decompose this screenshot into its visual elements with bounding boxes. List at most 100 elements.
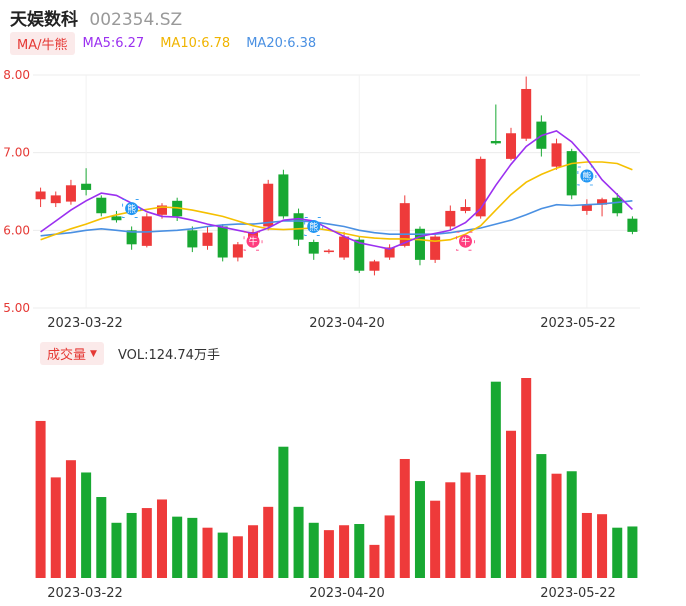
y-tick-label: 7.00 — [3, 146, 30, 160]
volume-bar — [627, 526, 638, 578]
candle-body — [414, 228, 425, 260]
price-date-axis: 2023-03-22 2023-04-20 2023-05-22 — [47, 316, 616, 331]
ma5-label: MA5:6.27 — [82, 36, 145, 51]
candle-body — [627, 218, 638, 232]
volume-bar — [399, 458, 410, 578]
volume-bar — [369, 544, 380, 578]
candle-body — [111, 216, 122, 221]
marker-frame — [122, 199, 142, 218]
ma-legend: MA/牛熊 MA5:6.27 MA10:6.78 MA20:6.38 — [10, 32, 332, 55]
marker-label: 牛 — [249, 236, 258, 248]
volume-bar — [50, 477, 61, 578]
volume-bar — [172, 516, 183, 578]
volume-bar — [536, 454, 547, 578]
bear-marker: 熊 — [577, 166, 597, 186]
volume-bars — [35, 378, 638, 578]
candle-body — [612, 197, 623, 214]
volume-bar — [521, 378, 532, 578]
volume-legend: 成交量 ▼ VOL:124.74万手 — [40, 342, 220, 365]
y-tick-label: 8.00 — [3, 68, 30, 82]
moving-average-lines — [40, 130, 633, 250]
volume-bar — [490, 381, 501, 578]
stock-header: 天娱数科 002354.SZ — [10, 5, 182, 30]
candle-body — [369, 261, 380, 271]
volume-bar — [111, 522, 122, 578]
volume-bar — [202, 527, 213, 578]
marker-label: 熊 — [309, 221, 318, 233]
marker-label: 牛 — [461, 236, 470, 248]
candle-body — [460, 207, 471, 211]
candle-body — [506, 133, 517, 159]
volume-bar — [141, 508, 152, 578]
candle-body — [323, 250, 334, 253]
candle-body — [35, 191, 46, 200]
volume-bar — [248, 525, 259, 578]
ma20-line — [40, 200, 633, 237]
marker-frame — [577, 166, 597, 186]
candle-body — [217, 226, 228, 258]
x-tick-label: 2023-03-22 — [47, 316, 123, 331]
volume-bar — [475, 474, 486, 578]
volume-bar — [293, 506, 304, 578]
candle-body — [339, 236, 350, 258]
x-tick-label: 2023-05-22 — [540, 586, 616, 601]
volume-bar — [354, 524, 365, 578]
candle-body — [278, 174, 289, 217]
candle-body — [551, 143, 562, 167]
volume-indicator-label: 成交量 — [47, 348, 87, 363]
y-tick-label: 6.00 — [3, 223, 30, 237]
stock-code: 002354.SZ — [89, 10, 183, 30]
x-tick-label: 2023-03-22 — [47, 586, 123, 601]
marker-label: 熊 — [127, 203, 136, 215]
volume-bar — [566, 471, 577, 578]
volume-bar — [581, 512, 592, 578]
marker-label: 熊 — [582, 170, 591, 182]
x-tick-label: 2023-04-20 — [309, 586, 385, 601]
volume-bar — [445, 482, 456, 578]
bull-bear-markers: 熊牛 熊牛 熊 — [122, 166, 597, 251]
candle-body — [566, 151, 577, 196]
candle-body — [445, 210, 456, 227]
ma10-label: MA10:6.78 — [160, 36, 231, 51]
bull-marker: 牛 — [456, 231, 475, 251]
volume-bar — [323, 530, 334, 578]
candlesticks — [35, 76, 638, 276]
volume-bar — [217, 532, 228, 578]
volume-bar — [232, 536, 243, 578]
candle-body — [354, 239, 365, 271]
marker-circle — [458, 234, 472, 248]
marker-frame — [243, 231, 263, 251]
chevron-down-icon: ▼ — [90, 348, 97, 359]
volume-bar — [384, 515, 395, 578]
candle-body — [65, 185, 76, 202]
volume-bar — [414, 481, 425, 578]
volume-bar — [339, 525, 350, 578]
price-axis-labels: 8.00 7.00 6.00 5.00 — [3, 68, 30, 315]
bull-marker: 牛 — [243, 231, 263, 251]
volume-bar — [278, 446, 289, 578]
y-tick-label: 5.00 — [3, 301, 30, 315]
x-tick-label: 2023-05-22 — [540, 316, 616, 331]
bear-marker: 熊 — [304, 217, 324, 236]
candle-body — [490, 141, 501, 144]
volume-bar — [460, 472, 471, 578]
volume-bar — [551, 473, 562, 578]
x-tick-label: 2023-04-20 — [309, 316, 385, 331]
candle-body — [475, 158, 486, 217]
ma-toggle-button[interactable]: MA/牛熊 — [10, 32, 75, 55]
candle-body — [96, 197, 107, 214]
marker-circle — [307, 219, 321, 233]
volume-bar — [35, 420, 46, 578]
candle-body — [232, 244, 243, 258]
ma5-line — [40, 130, 633, 250]
price-grid — [33, 74, 640, 309]
volume-bar — [308, 522, 319, 578]
candle-body — [399, 203, 410, 246]
volume-indicator-button[interactable]: 成交量 ▼ — [40, 342, 104, 365]
volume-date-axis: 2023-03-22 2023-04-20 2023-05-22 — [47, 586, 616, 601]
candle-body — [263, 183, 274, 227]
marker-circle — [580, 169, 594, 183]
volume-bar — [81, 472, 92, 578]
candle-body — [581, 204, 592, 211]
